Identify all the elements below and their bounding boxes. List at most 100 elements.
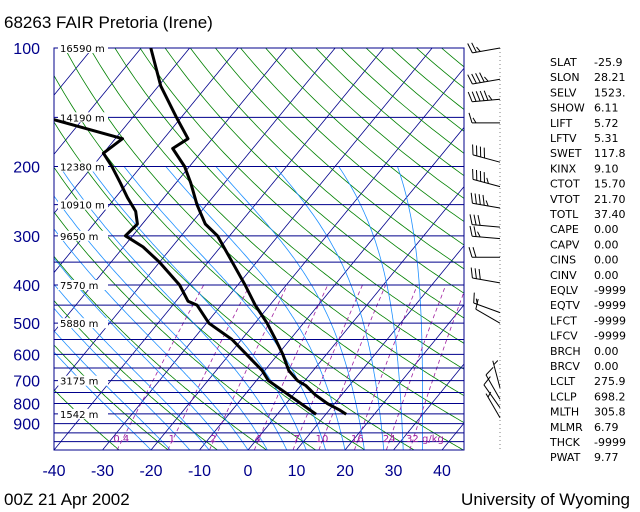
pressure-axis-labels: 100 200 300 400 500 600 700 800 900 [13,41,40,434]
index-name: BRCV [550,360,580,373]
index-value: 15.70 [594,178,626,191]
height-label: 5880 m [60,319,98,330]
moist-adiabat-line [274,166,385,450]
wind-barb-feather [484,76,489,82]
moist-adiabat-line [397,166,424,450]
index-name: SELV [550,86,577,99]
height-label: 16590 m [60,44,105,55]
index-value: 21.70 [594,193,626,206]
moist-adiabat-line [54,307,191,450]
grid-lines [54,48,464,450]
dry-adiabat-line [89,48,464,397]
index-value: 28.21 [594,71,626,84]
index-name: LIFT [550,117,573,130]
stability-indices: SLAT -25.9 SLON 28.21 SELV 1523. SHOW 6.11 LIFT 5… [549,56,626,464]
mixing-ratio-label: 4 [255,434,261,445]
wind-barb-feather [475,298,479,310]
index-value: 9.77 [594,451,619,464]
mixing-ratio-label: 7 [293,434,299,445]
dry-adiabat-line [64,48,464,424]
mixing-ratio-label: 1 [169,434,175,445]
isotherm-line [54,48,239,274]
height-label: 14190 m [60,113,105,124]
height-label: 10910 m [60,201,105,212]
index-name: LFTV [550,132,577,145]
index-name: THCK [549,436,581,449]
index-name: VTOT [550,193,580,206]
mixing-ratio-label: 2 [210,434,216,445]
wind-barb-feather [477,214,481,226]
index-value: 117.8 [594,147,626,160]
temperature-tick-label: -40 [42,463,65,480]
index-name: CTOT [550,178,580,191]
pressure-tick-label: 500 [13,316,40,333]
wind-barb-staff [472,277,501,284]
wind-barb-feather [467,43,473,54]
index-value: -25.9 [594,56,622,69]
wind-barb-feather [487,391,492,398]
wind-barb [468,247,500,258]
wind-barbs [467,42,501,450]
mixing-ratio-line [409,290,464,450]
dry-adiabat-line [189,48,464,294]
isotherm-line [102,48,433,450]
wind-barb-staff [472,224,501,228]
height-label-bg [58,280,108,290]
index-name: SHOW [550,102,585,115]
pressure-tick-label: 100 [13,41,40,58]
index-name: EQTV [550,299,580,312]
wind-barb [467,72,501,85]
index-name: LCLP [550,390,577,403]
height-label-bg [58,375,108,386]
pressure-tick-label: 300 [13,229,40,246]
dry-adiabat-line [215,48,464,270]
index-value: 0.00 [594,269,619,282]
height-label-bg [58,199,108,210]
isotherm-line [54,48,384,450]
wind-barb-staff [472,78,501,85]
pressure-tick-label: 200 [13,160,40,177]
mixing-ratio-label: 24 [383,434,396,445]
height-label: 7570 m [60,281,98,292]
index-value: -9999 [594,314,626,327]
index-value: 5.72 [594,117,619,130]
wind-barb-feather [471,73,477,84]
dry-adiabat-line [54,74,464,450]
wind-barb [467,90,501,103]
moist-adiabat-line [88,166,307,450]
index-value: 1523. [594,86,626,99]
wind-barb-feather [478,194,481,205]
temperature-tick-label: -30 [91,463,114,480]
wind-barb-feather [483,376,491,386]
index-value: 305.8 [594,406,626,419]
mixing-ratio-label: 16 [351,434,364,445]
isotherm-line [344,304,464,450]
wind-barb-staff [475,308,501,324]
index-name: MLMR [550,421,583,434]
sounding-profiles [54,48,348,416]
pressure-tick-label: 600 [13,347,40,364]
moist-adiabat-line [54,351,152,450]
wind-barb-feather [473,292,475,304]
temperature-tick-label: 20 [336,463,354,480]
wind-barb [492,360,501,389]
wind-barb-feather [479,72,485,83]
index-value: 0.00 [594,345,619,358]
wind-barb-feather [486,177,489,184]
index-value: 37.40 [594,208,626,221]
index-value: 0.00 [594,238,619,251]
isotherm-line [150,67,464,450]
temperature-tick-label: 40 [433,463,451,480]
wind-barb-feather [471,91,477,102]
dry-adiabat-line [265,48,464,222]
mixing-ratio-line [318,284,386,450]
wind-barb-feather [474,193,477,204]
mixing-ratio-line [209,284,288,450]
height-labels: 16590 m 14190 m 12380 m 10910 m 9650 m 7570 m… [58,43,108,421]
wind-barb-staff [492,360,501,389]
dry-adiabat-line [290,48,464,199]
mixing-ratio-line [116,284,205,450]
wind-barb-staff [472,47,501,54]
index-name: SLAT [550,56,577,69]
height-label: 9650 m [60,232,98,243]
